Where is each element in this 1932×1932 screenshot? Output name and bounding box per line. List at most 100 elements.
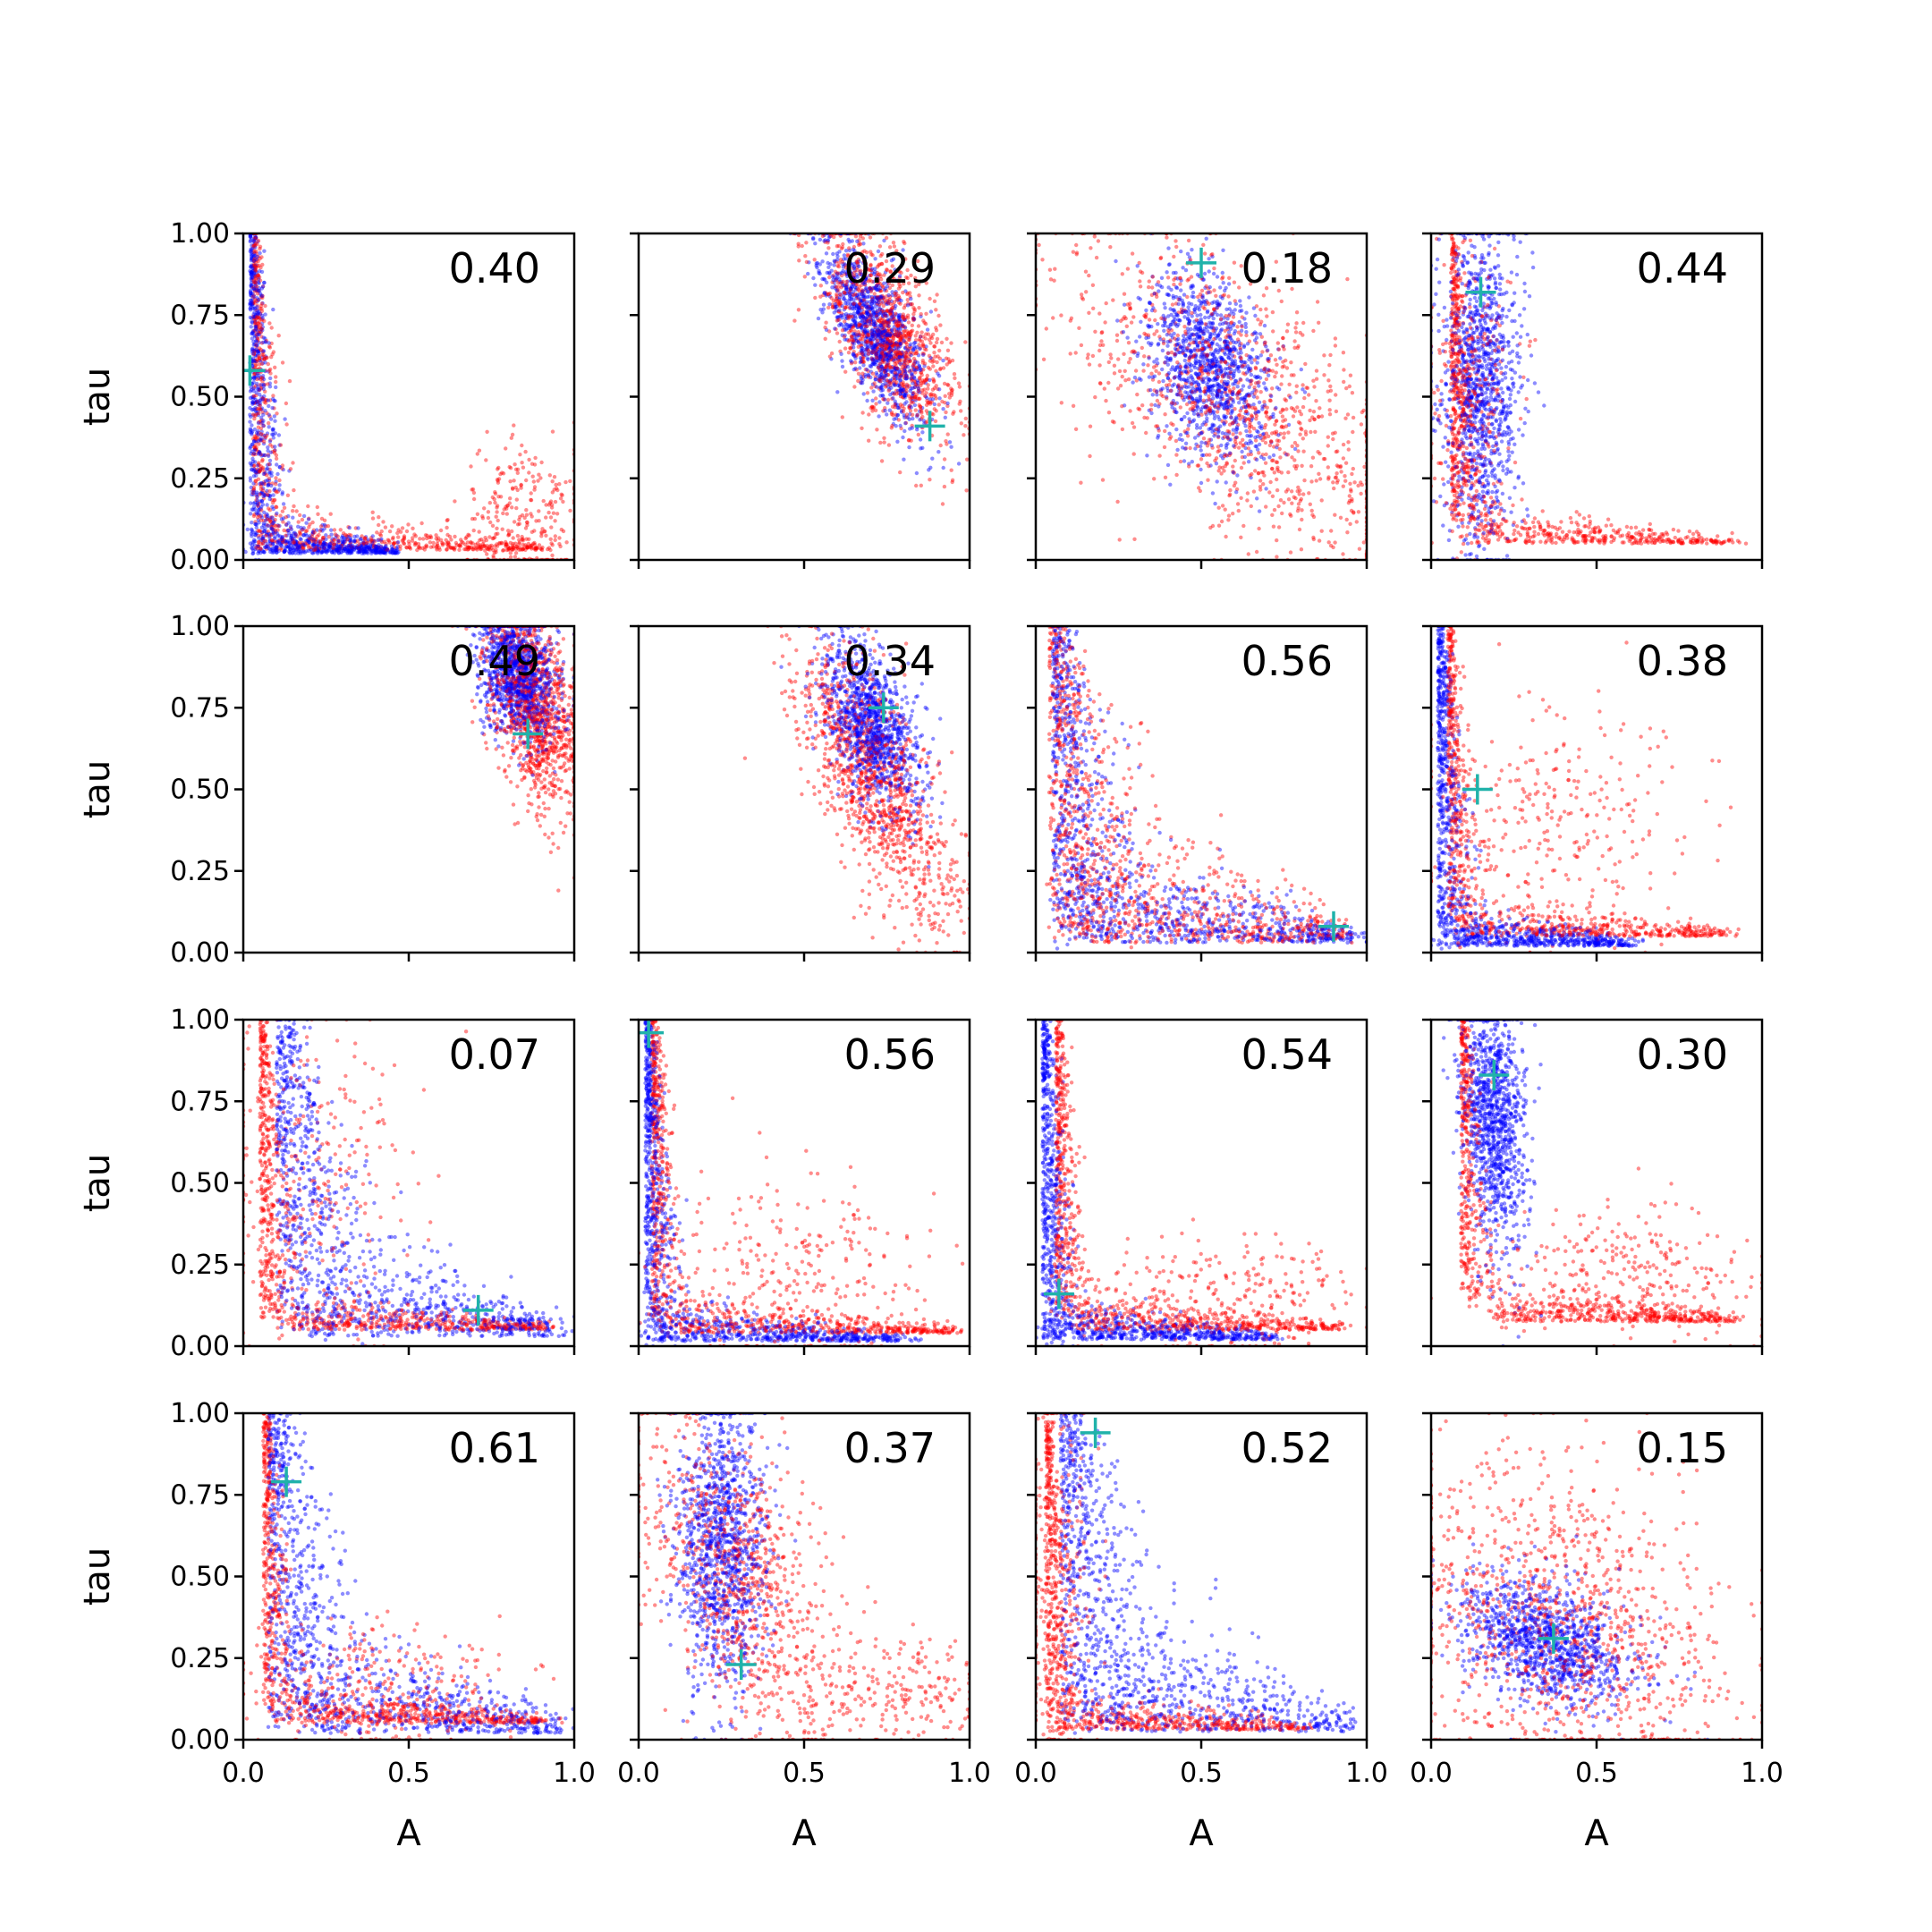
point-red	[535, 546, 539, 550]
point-red	[390, 524, 394, 529]
point-red	[362, 536, 368, 540]
point-red	[553, 499, 558, 504]
point-red	[909, 376, 914, 381]
point-blue	[860, 292, 864, 297]
point-red	[329, 538, 334, 544]
point-red	[471, 528, 476, 533]
point-blue	[861, 302, 866, 308]
point-blue	[1247, 295, 1251, 300]
point-blue	[251, 375, 257, 379]
point-blue	[307, 539, 311, 544]
point-blue	[361, 540, 366, 546]
point-red	[266, 453, 270, 457]
point-blue	[342, 536, 346, 540]
point-red	[418, 537, 422, 541]
point-red	[493, 544, 497, 548]
point-red	[262, 493, 267, 497]
point-red	[860, 292, 865, 296]
point-red	[257, 319, 262, 324]
point-red	[281, 520, 285, 524]
point-blue	[323, 541, 327, 547]
point-blue	[853, 319, 858, 324]
point-blue	[382, 550, 386, 555]
point-red	[259, 437, 265, 443]
point-red	[886, 345, 892, 350]
point-red	[514, 545, 519, 549]
point-red	[558, 544, 563, 549]
point-blue	[253, 319, 258, 325]
point-blue	[882, 238, 886, 243]
point-blue	[384, 551, 388, 555]
point-blue	[250, 268, 255, 274]
point-blue	[267, 453, 271, 458]
point-blue	[250, 250, 254, 255]
point-red	[796, 308, 801, 312]
point-blue	[904, 400, 909, 404]
point-red	[900, 324, 904, 329]
point-blue	[274, 545, 279, 549]
point-red	[512, 479, 516, 483]
point-blue	[257, 289, 262, 293]
point-blue	[885, 412, 889, 417]
point-blue	[382, 550, 386, 555]
point-red	[274, 453, 279, 458]
point-blue	[250, 546, 254, 550]
point-blue	[348, 543, 353, 547]
point-red	[424, 545, 429, 549]
point-blue	[269, 522, 274, 527]
point-red	[843, 305, 848, 309]
point-red	[897, 405, 902, 410]
point-blue	[250, 429, 255, 434]
point-red	[329, 541, 334, 546]
point-red	[952, 410, 956, 414]
point-red	[282, 538, 287, 543]
point-blue	[861, 363, 866, 368]
point-red	[423, 533, 428, 538]
point-red	[256, 436, 260, 440]
point-blue	[329, 550, 335, 555]
point-blue	[317, 547, 321, 551]
point-blue	[259, 491, 264, 496]
point-blue	[259, 453, 264, 458]
point-blue	[250, 396, 256, 401]
point-blue	[320, 529, 325, 533]
point-blue	[251, 481, 256, 486]
point-blue	[250, 468, 255, 472]
point-blue	[252, 251, 257, 256]
point-blue	[1131, 380, 1135, 385]
point-red	[506, 547, 511, 552]
point-blue	[390, 551, 395, 555]
point-red	[260, 318, 265, 322]
point-red	[267, 321, 272, 326]
point-blue	[350, 550, 354, 555]
point-blue	[309, 547, 314, 552]
point-blue	[264, 514, 269, 519]
point-blue	[887, 408, 892, 412]
point-red	[564, 479, 568, 485]
point-blue	[250, 256, 254, 261]
point-red	[322, 546, 326, 550]
point-blue	[377, 545, 381, 550]
point-red	[897, 295, 902, 301]
point-blue	[249, 467, 254, 472]
point-blue	[266, 483, 270, 488]
point-red	[477, 448, 482, 453]
point-blue	[364, 550, 369, 555]
point-blue	[347, 551, 352, 555]
point-blue	[251, 407, 256, 411]
point-red	[471, 490, 477, 496]
point-red	[251, 436, 256, 441]
point-blue	[277, 541, 283, 546]
point-blue	[250, 430, 254, 436]
point-red	[523, 526, 529, 530]
point-red	[813, 295, 818, 301]
point-blue	[259, 383, 264, 387]
point-blue	[356, 526, 360, 530]
point-blue	[386, 548, 391, 553]
point-red	[268, 367, 273, 372]
point-red	[1163, 412, 1167, 417]
point-blue	[261, 340, 266, 344]
point-blue	[260, 481, 265, 486]
point-red	[383, 525, 388, 530]
point-red	[529, 512, 533, 516]
